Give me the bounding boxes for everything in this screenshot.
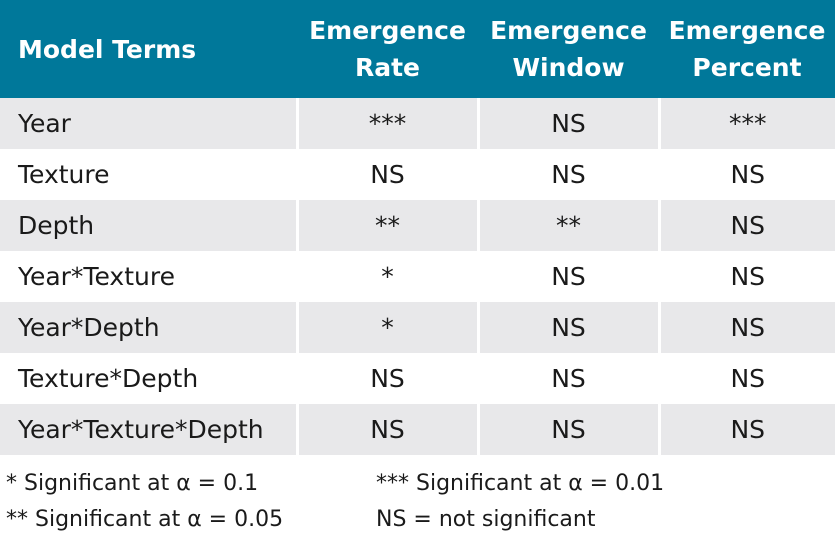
- header-emergence-rate-line1: Emergence: [309, 16, 466, 45]
- footnote-two-star: ** Significant at α = 0.05: [6, 507, 284, 532]
- header-emergence-percent-line2: Percent: [692, 53, 802, 82]
- emergence-percent-cell: NS: [659, 149, 835, 200]
- emergence-window-cell: NS: [478, 149, 661, 200]
- row-term: Year*Texture*Depth: [0, 404, 299, 455]
- emergence-rate-cell: NS: [297, 353, 480, 404]
- table-row: Texture NS NS NS: [0, 149, 835, 200]
- emergence-rate-cell: NS: [297, 404, 480, 455]
- table-header: Model Terms Emergence Rate Emergence Win…: [0, 0, 835, 98]
- emergence-window-cell: **: [478, 200, 661, 251]
- emergence-window-cell: NS: [478, 98, 661, 149]
- header-model-terms-label: Model Terms: [18, 34, 197, 64]
- emergence-percent-cell: NS: [659, 200, 835, 251]
- row-term: Year*Texture: [0, 251, 299, 302]
- header-model-terms: Model Terms: [0, 0, 297, 98]
- header-emergence-percent-line1: Emergence: [668, 16, 826, 45]
- header-emergence-percent: Emergence Percent: [659, 0, 835, 98]
- row-term: Year*Depth: [0, 302, 299, 353]
- emergence-window-cell: NS: [478, 302, 661, 353]
- header-emergence-window-line1: Emergence: [490, 16, 647, 45]
- emergence-percent-cell: NS: [659, 353, 835, 404]
- row-term: Texture: [0, 149, 299, 200]
- emergence-percent-cell: NS: [659, 404, 835, 455]
- header-emergence-rate-line2: Rate: [354, 53, 421, 82]
- emergence-window-cell: NS: [478, 251, 661, 302]
- table-row: Depth ** ** NS: [0, 200, 835, 251]
- table-body: Year *** NS *** Texture NS NS NS Depth *…: [0, 98, 835, 455]
- header-row: Model Terms Emergence Rate Emergence Win…: [0, 0, 835, 98]
- footnote-three-star: *** Significant at α = 0.01: [376, 471, 665, 496]
- emergence-rate-cell: NS: [297, 149, 480, 200]
- table-row: Year*Texture * NS NS: [0, 251, 835, 302]
- emergence-rate-cell: *: [297, 251, 480, 302]
- header-emergence-window: Emergence Window: [478, 0, 659, 98]
- emergence-percent-cell: ***: [659, 98, 835, 149]
- emergence-window-cell: NS: [478, 353, 661, 404]
- table-row: Year*Texture*Depth NS NS NS: [0, 404, 835, 455]
- emergence-rate-cell: ***: [297, 98, 480, 149]
- table-row: Year *** NS ***: [0, 98, 835, 149]
- header-emergence-rate: Emergence Rate: [297, 0, 478, 98]
- header-emergence-window-line2: Window: [512, 53, 625, 82]
- table-row: Year*Depth * NS NS: [0, 302, 835, 353]
- row-term: Year: [0, 98, 299, 149]
- emergence-window-cell: NS: [478, 404, 661, 455]
- row-term: Depth: [0, 200, 299, 251]
- emergence-percent-cell: NS: [659, 302, 835, 353]
- emergence-rate-cell: **: [297, 200, 480, 251]
- footnotes: * Significant at α = 0.1 ** Significant …: [0, 467, 835, 540]
- table-row: Texture*Depth NS NS NS: [0, 353, 835, 404]
- footnote-ns: NS = not significant: [376, 507, 596, 532]
- emergence-rate-cell: *: [297, 302, 480, 353]
- footnote-one-star: * Significant at α = 0.1: [6, 471, 259, 496]
- significance-table: Model Terms Emergence Rate Emergence Win…: [0, 0, 835, 455]
- emergence-percent-cell: NS: [659, 251, 835, 302]
- row-term: Texture*Depth: [0, 353, 299, 404]
